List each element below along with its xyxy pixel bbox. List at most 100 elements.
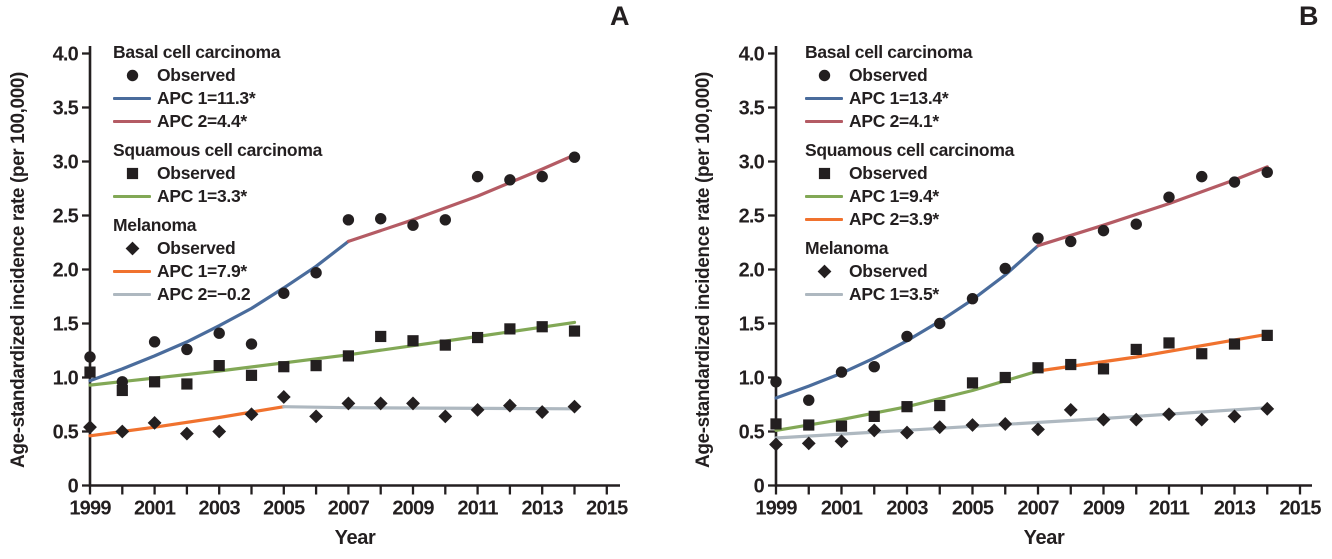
data-point-circle [471, 170, 484, 183]
square-marker-icon [113, 166, 151, 181]
data-point-circle [868, 361, 880, 373]
line-swatch-gray [113, 293, 151, 296]
data-point-circle [278, 287, 290, 299]
legend-item-label: APC 1=3.5* [849, 284, 939, 304]
data-point-circle [1032, 232, 1044, 244]
data-point-diamond [373, 396, 388, 411]
data-point-diamond [834, 434, 849, 449]
y-tick-label: 0.5 [53, 422, 79, 444]
legend-group-header: Melanoma [113, 215, 197, 235]
x-tick-label: 2013 [522, 498, 564, 520]
data-point-square [342, 350, 354, 362]
legend-group: Squamous cell carcinoma Observed APC 1=9.4… [805, 139, 1014, 231]
data-point-diamond [470, 403, 485, 417]
data-point-square [803, 419, 815, 431]
data-point-square [1130, 343, 1142, 356]
data-point-diamond [1031, 422, 1045, 437]
x-tick-label: 1999 [755, 498, 797, 520]
data-point-diamond [244, 407, 259, 422]
data-point-square [245, 369, 258, 381]
y-tick-label: 1.5 [53, 314, 79, 336]
data-point-diamond [1129, 412, 1144, 427]
data-point-circle [181, 343, 193, 356]
data-point-square [934, 399, 946, 412]
legend-item: APC 2=4.1* [805, 110, 1014, 133]
data-point-circle [1097, 224, 1110, 237]
data-point-circle [803, 394, 815, 406]
trend-line-swatch [113, 120, 151, 123]
data-point-square [835, 420, 848, 432]
data-point-circle [1261, 166, 1273, 178]
legend-group-header: Basal cell carcinoma [805, 42, 973, 62]
x-tick-label: 2013 [1214, 498, 1256, 520]
square-marker-icon [805, 166, 843, 181]
data-point-diamond [998, 417, 1013, 431]
data-point-square [504, 323, 516, 335]
x-tick-label: 2007 [328, 498, 370, 520]
data-point-diamond [1162, 407, 1176, 422]
y-axis-title: Age-standardized incidence rate (per 100… [8, 72, 29, 468]
y-tick-label: 0.5 [739, 422, 765, 444]
legend-item-label: APC 1=11.3* [157, 88, 256, 108]
y-tick-label: 1.5 [739, 314, 765, 336]
legend-item: Observed [113, 162, 322, 185]
legend-item-label: Observed [849, 163, 928, 183]
line-swatch-orange [805, 218, 843, 221]
trend-line-blue [88, 239, 350, 383]
legend-item: Observed [113, 237, 322, 260]
data-point-circle [116, 376, 128, 388]
data-point-square [1196, 348, 1208, 360]
trend-line-green [774, 369, 1040, 432]
data-point-square [149, 376, 161, 388]
legend-item: APC 1=3.5* [805, 283, 1014, 306]
legend-item-label: Observed [849, 261, 928, 281]
data-point-square [278, 361, 290, 373]
data-point-square [901, 401, 913, 413]
data-point-diamond [965, 418, 980, 432]
data-point-diamond [932, 420, 947, 435]
legend-item-label: APC 2=4.1* [849, 111, 939, 131]
trend-line-gray [282, 405, 577, 411]
x-tick-label: 2005 [263, 498, 305, 520]
data-point-diamond [276, 390, 291, 404]
y-tick-label: 2.5 [53, 206, 79, 228]
line-swatch-green [805, 195, 843, 198]
legend-item: Observed [113, 64, 322, 87]
legend-group-header: Squamous cell carcinoma [805, 140, 1015, 160]
legend-group: Melanoma Observed APC 1=7.9* APC 2=−0.2 [113, 214, 322, 306]
data-point-square [84, 366, 96, 378]
data-point-square [999, 371, 1011, 384]
x-tick-label: 2001 [821, 498, 863, 520]
data-point-square [1228, 338, 1241, 350]
y-tick-label: 3.0 [53, 152, 79, 174]
data-point-square [181, 378, 193, 390]
trend-line-swatch [113, 97, 151, 100]
data-point-square [966, 377, 979, 389]
data-point-diamond [341, 396, 356, 411]
x-tick-label: 2015 [586, 498, 628, 520]
data-point-circle [310, 267, 322, 279]
data-point-square [568, 325, 581, 337]
circle-marker-icon [113, 68, 151, 83]
data-point-circle [1163, 191, 1175, 203]
data-point-circle [999, 262, 1011, 275]
data-point-diamond [867, 423, 882, 438]
diamond-glyph [125, 241, 139, 256]
data-point-square [1163, 337, 1175, 349]
legend-item: APC 1=9.4* [805, 185, 1014, 208]
data-point-circle [934, 317, 946, 330]
data-point-circle [770, 376, 782, 388]
square-marker-icon [818, 167, 830, 180]
data-point-square [1032, 362, 1044, 374]
data-point-diamond [1194, 412, 1209, 427]
y-tick-label: 3.0 [739, 152, 765, 174]
legend-item: APC 2=3.9* [805, 208, 1014, 231]
data-point-circle [245, 338, 258, 350]
y-tick-label: 3.5 [53, 98, 79, 120]
diamond-marker-icon [113, 241, 151, 256]
data-point-square [770, 418, 782, 430]
y-tick-label: 4.0 [53, 44, 79, 66]
data-point-circle [1130, 218, 1142, 230]
legend-group-header: Melanoma [805, 238, 889, 258]
data-point-diamond [503, 398, 517, 413]
